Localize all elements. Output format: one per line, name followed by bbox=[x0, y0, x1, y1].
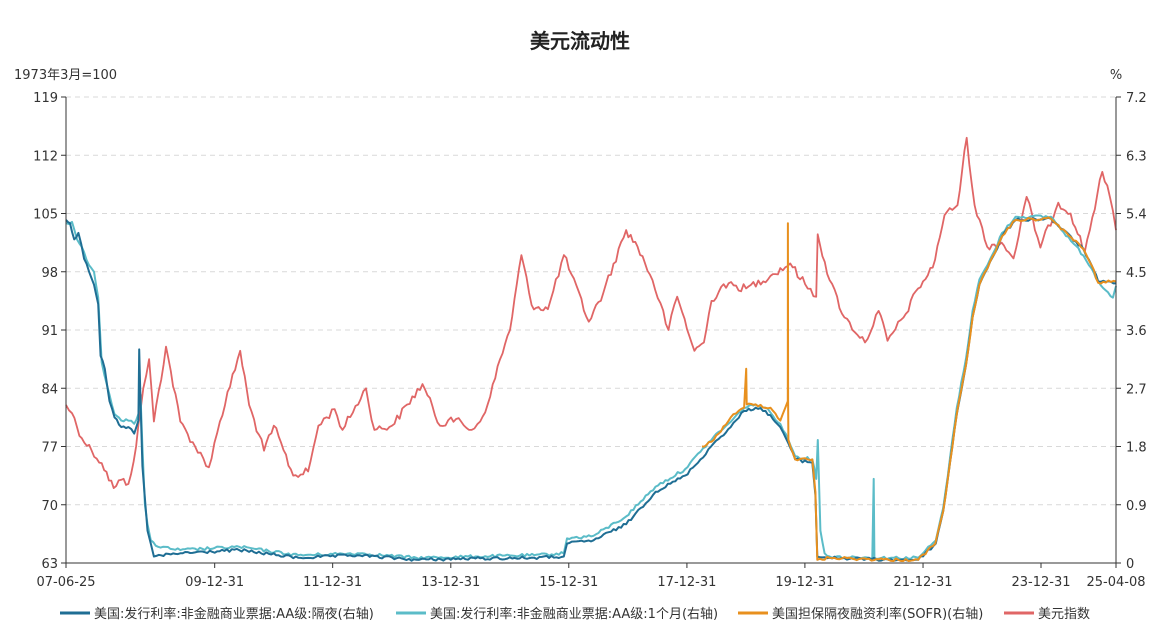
right-tick-label: 1.8 bbox=[1126, 441, 1147, 456]
legend-item[interactable]: 美国:发行利率:非金融商业票据:AA级:隔夜(右轴) bbox=[60, 606, 374, 622]
legend-label: 美元指数 bbox=[1038, 607, 1090, 622]
left-tick-label: 84 bbox=[41, 382, 58, 397]
left-axis-label: 1973年3月=100 bbox=[14, 68, 117, 83]
right-tick-label: 7.2 bbox=[1126, 91, 1147, 106]
right-tick-label: 0.9 bbox=[1126, 499, 1147, 514]
x-tick-label: 07-06-25 bbox=[36, 575, 95, 590]
axes: 63 0 70 0.9 77 1.8 84 2.7 91 3.6 98 4.5 105 5.4 112 6.3… bbox=[33, 91, 1147, 590]
series-line bbox=[65, 216, 1116, 562]
x-tick-label: 25-04-08 bbox=[1086, 575, 1145, 590]
legend-label: 美国:发行利率:非金融商业票据:AA级:隔夜(右轴) bbox=[94, 606, 374, 622]
x-tick-label: 17-12-31 bbox=[657, 575, 716, 590]
left-tick-label: 63 bbox=[41, 557, 58, 572]
left-tick-label: 70 bbox=[41, 499, 58, 514]
chart-title: 美元流动性 bbox=[530, 29, 630, 53]
x-tick-label: 09-12-31 bbox=[185, 575, 244, 590]
legend-item[interactable]: 美国担保隔夜融资利率(SOFR)(右轴) bbox=[738, 606, 983, 622]
legend-label: 美国担保隔夜融资利率(SOFR)(右轴) bbox=[772, 606, 983, 622]
series-line bbox=[65, 136, 1117, 489]
right-tick-label: 0 bbox=[1126, 557, 1134, 572]
grid-lines bbox=[66, 96, 1116, 506]
right-tick-label: 3.6 bbox=[1126, 324, 1147, 339]
legend-item[interactable]: 美国:发行利率:非金融商业票据:AA级:1个月(右轴) bbox=[396, 606, 718, 622]
left-tick-label: 77 bbox=[41, 441, 58, 456]
left-tick-label: 119 bbox=[33, 91, 58, 106]
left-tick-label: 98 bbox=[41, 266, 58, 281]
right-tick-label: 6.3 bbox=[1126, 149, 1147, 164]
series-line bbox=[65, 214, 1117, 561]
x-tick-label: 11-12-31 bbox=[303, 575, 362, 590]
right-tick-label: 2.7 bbox=[1126, 382, 1147, 397]
legend: 美国:发行利率:非金融商业票据:AA级:隔夜(右轴) 美国:发行利率:非金融商业票… bbox=[60, 606, 1090, 622]
x-tick-label: 15-12-31 bbox=[539, 575, 598, 590]
legend-label: 美国:发行利率:非金融商业票据:AA级:1个月(右轴) bbox=[430, 606, 718, 622]
series-line bbox=[701, 216, 1117, 562]
x-tick-label: 21-12-31 bbox=[894, 575, 953, 590]
left-tick-label: 105 bbox=[33, 208, 58, 223]
x-tick-label: 23-12-31 bbox=[1012, 575, 1071, 590]
right-axis-label: % bbox=[1110, 68, 1122, 83]
x-tick-label: 19-12-31 bbox=[775, 575, 834, 590]
right-tick-label: 4.5 bbox=[1126, 266, 1147, 281]
right-tick-label: 5.4 bbox=[1126, 208, 1147, 223]
series-layer bbox=[65, 136, 1117, 562]
left-tick-label: 112 bbox=[33, 149, 58, 164]
legend-item[interactable]: 美元指数 bbox=[1004, 607, 1090, 622]
x-tick-label: 13-12-31 bbox=[421, 575, 480, 590]
left-tick-label: 91 bbox=[41, 324, 58, 339]
